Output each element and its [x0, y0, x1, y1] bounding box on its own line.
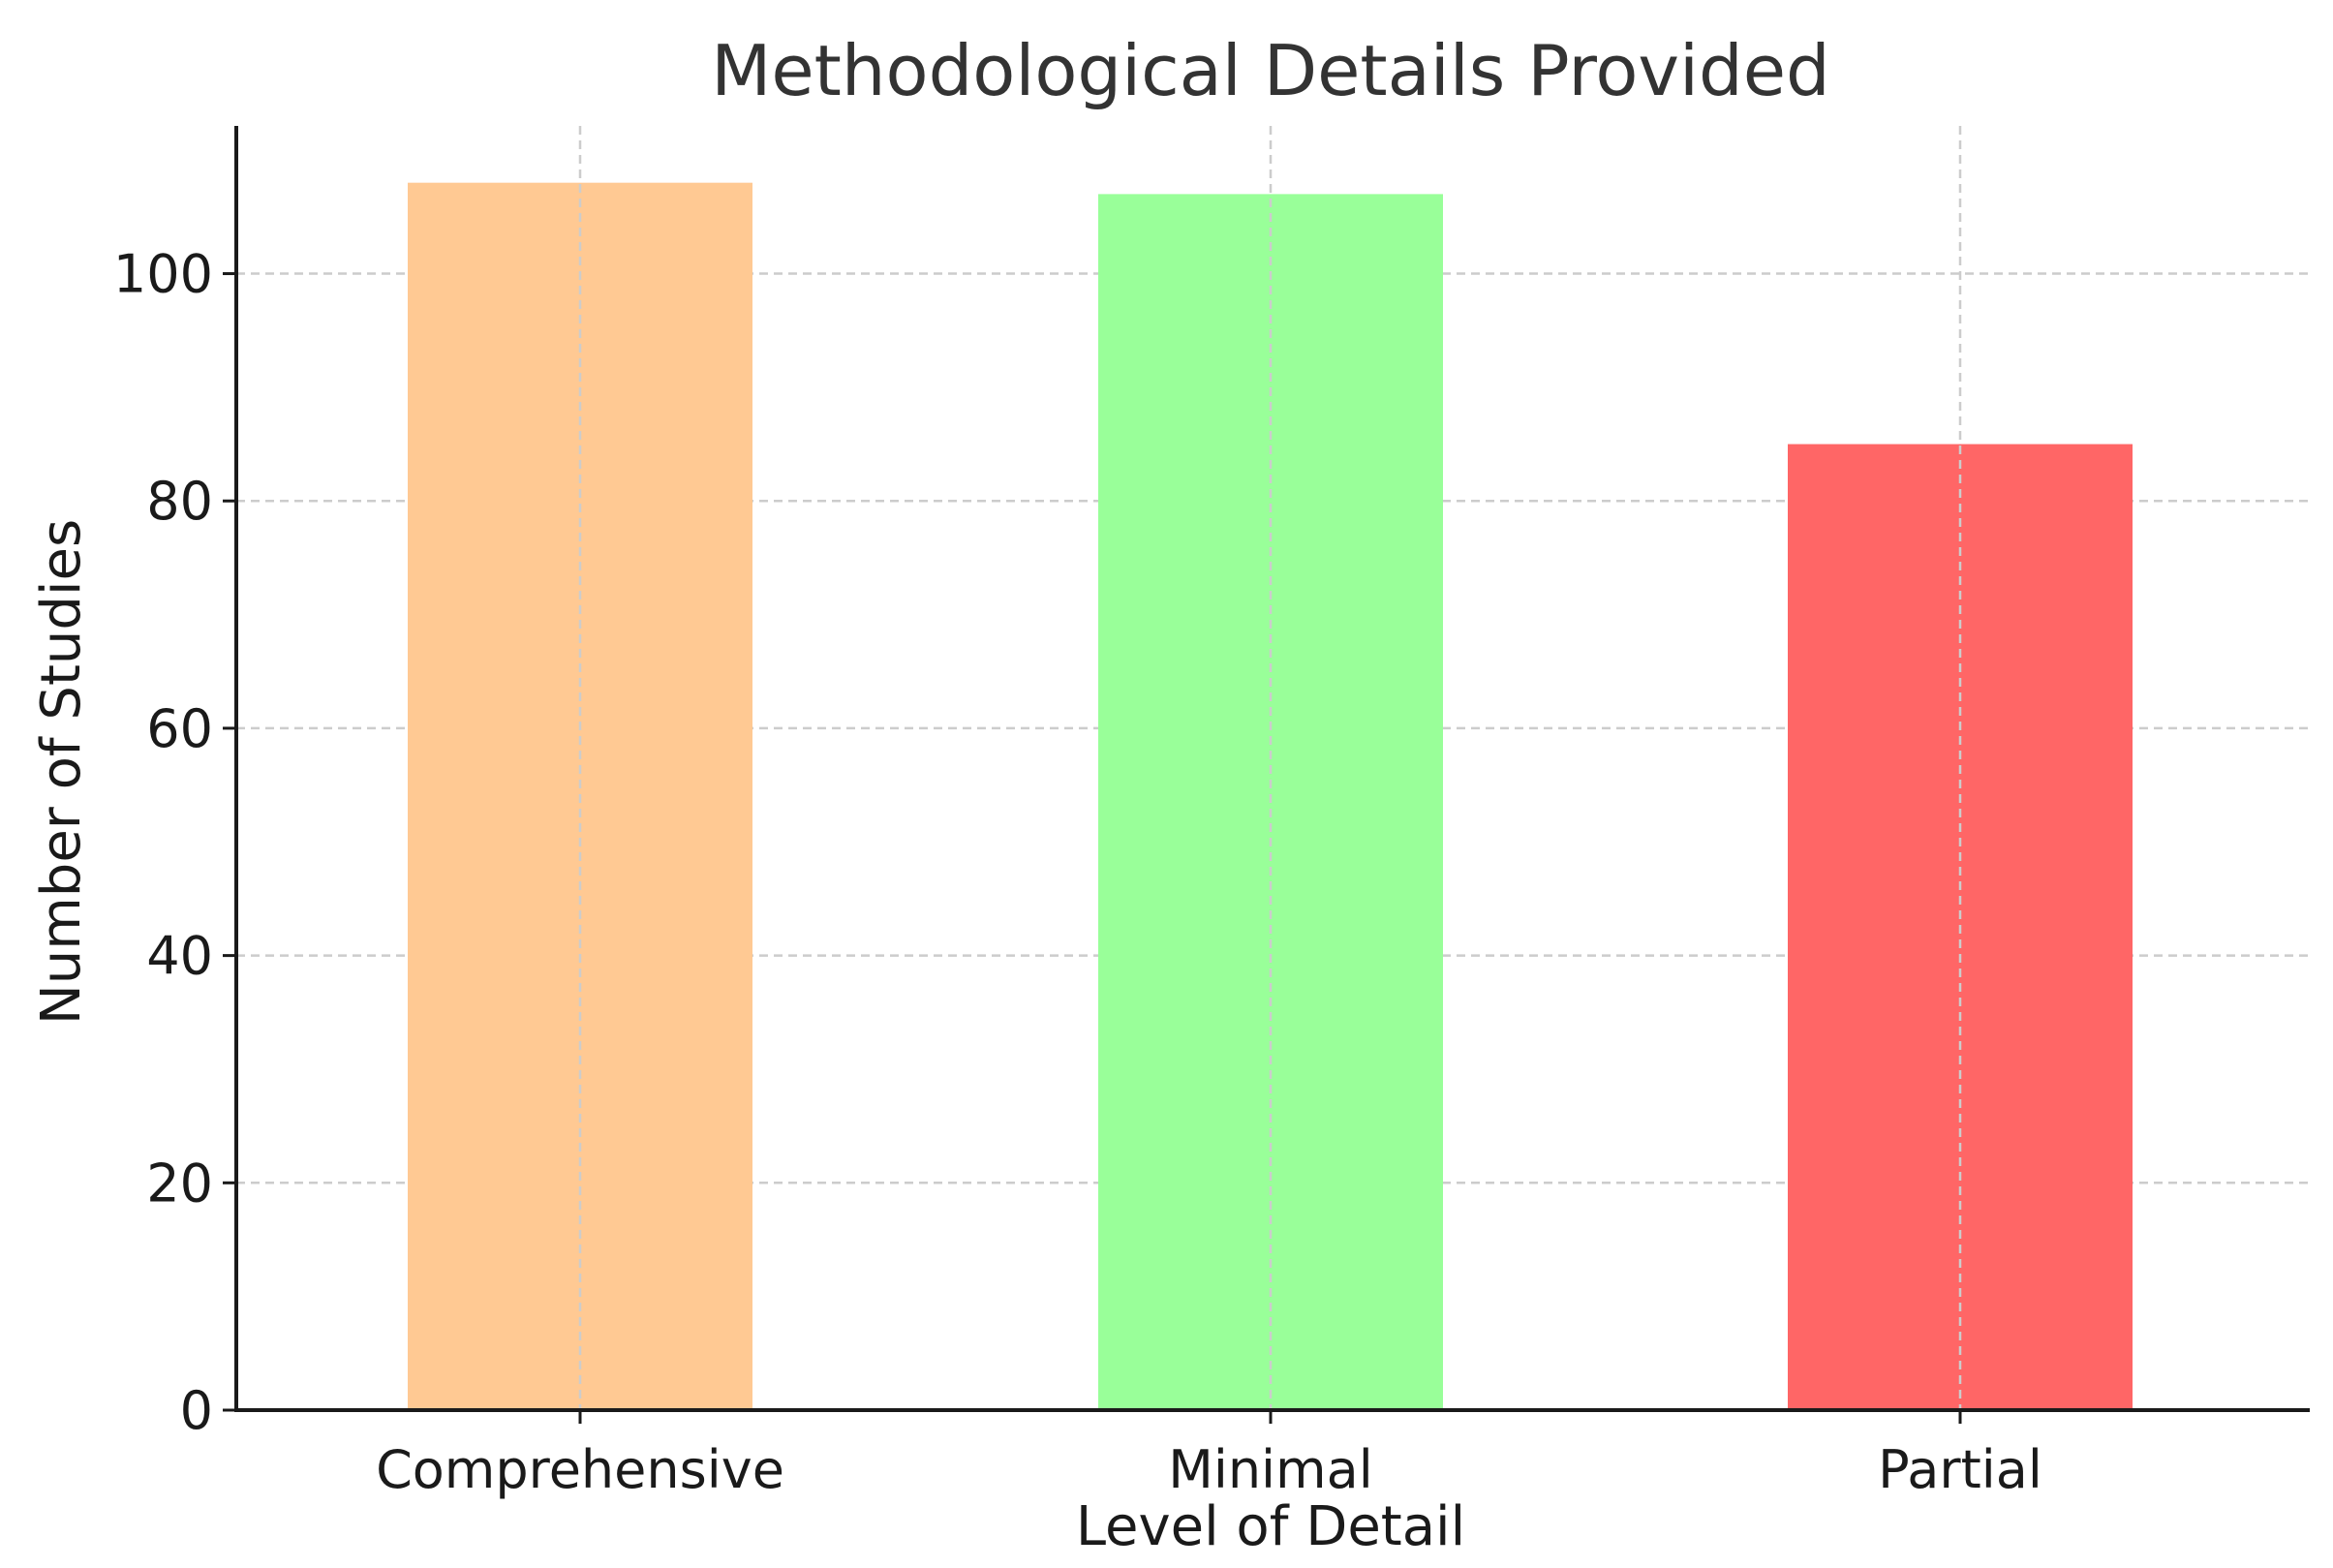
- y-tick-label: 100: [113, 244, 213, 305]
- x-tick-label: Partial: [1878, 1439, 2042, 1500]
- y-tick-label: 60: [146, 698, 213, 759]
- x-tick-label: Comprehensive: [376, 1439, 784, 1500]
- x-axis-label: Level of Detail: [1076, 1495, 1465, 1558]
- x-tick-label: Minimal: [1168, 1439, 1373, 1500]
- y-axis-label: Number of Studies: [30, 519, 93, 1025]
- ticks: 0 20 40 60 80 100 Comprehensive Minimal Partial: [113, 244, 2042, 1500]
- y-tick-label: 80: [146, 471, 213, 532]
- chart-title: Methodological Details Provided: [711, 30, 1829, 111]
- y-tick-label: 20: [146, 1153, 213, 1214]
- y-tick-label: 0: [180, 1380, 213, 1441]
- y-tick-label: 40: [146, 926, 213, 987]
- vertical-grid-lines: [578, 126, 1962, 1410]
